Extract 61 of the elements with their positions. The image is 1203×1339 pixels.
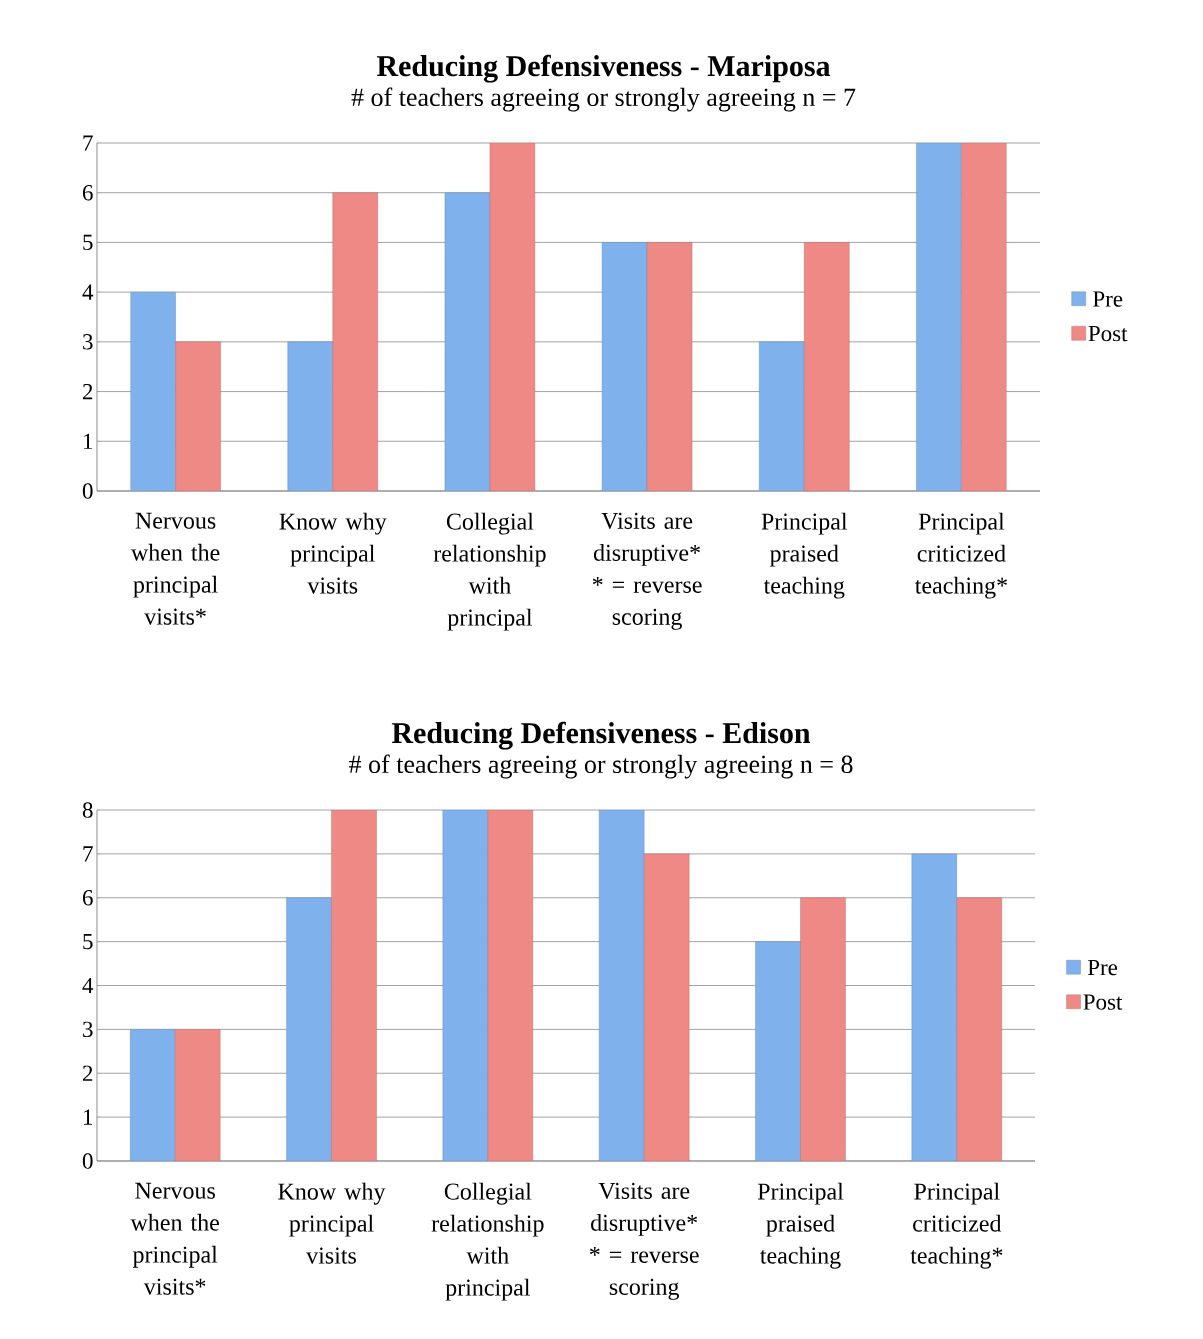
x-tick-label: Principal criticized teaching* [910,1182,1003,1269]
bar [129,1029,176,1161]
y-tick-label: 1 [83,433,93,449]
x-tick-label: Know why principal visits [279,512,387,594]
legend-label: Pre [1093,291,1123,307]
y-tick-label: 6 [82,890,93,906]
y-tick-label: 3 [83,334,93,350]
chart-subtitle: # of teachers agreeing or strongly agreeing n = 7 [351,87,856,112]
x-tick-label: Principal praised teaching [757,1182,844,1269]
x-tick-label: Nervous when the principal visits* [130,512,220,625]
x-tick-label: Collegial relationship with principal [433,512,546,631]
bar [755,941,801,1161]
bar [911,853,958,1161]
bar [130,291,176,491]
y-tick-label: 3 [83,1021,93,1038]
legend-label: Post [1083,994,1123,1010]
y-tick-label: 4 [82,977,94,994]
chart-title: Reducing Defensiveness - Edison [391,721,811,750]
bar [598,810,645,1161]
bar [286,897,332,1161]
chart-subtitle: # of teachers agreeing or strongly agreeing n = 8 [349,754,853,779]
bar [287,341,333,491]
y-tick-label: 2 [82,383,93,400]
x-tick-label: Know why principal visits [278,1182,386,1264]
bar [489,143,536,491]
x-tick-label: Visits are disruptive* * = reverse scoring [589,1182,699,1300]
bar [442,810,489,1161]
x-tick-label: Principal criticized teaching* [915,512,1007,599]
bar [174,1029,221,1161]
legend-label: Pre [1087,959,1118,976]
y-tick-label: 5 [83,933,93,950]
bar [759,341,805,491]
bar [331,810,377,1161]
y-tick-label: 8 [82,802,93,818]
y-tick-label: 5 [83,234,93,251]
bar [956,897,1003,1161]
bar [601,242,648,491]
legend-label: Post [1088,325,1128,342]
y-tick-label: 2 [82,1065,93,1081]
y-tick-label: 7 [83,135,93,151]
bar [646,242,693,491]
y-tick-label: 7 [83,846,93,862]
bar [175,341,221,491]
x-tick-label: Collegial relationship with principal [431,1182,544,1301]
y-tick-label: 1 [83,1109,93,1125]
y-tick-label: 0 [82,1153,93,1169]
bar [916,143,962,491]
bar [444,192,491,491]
bar [961,143,1007,491]
bar [800,897,846,1161]
y-tick-label: 4 [82,284,94,300]
x-tick-label: Nervous when the principal visits* [130,1182,219,1295]
bar [332,192,378,491]
y-tick-label: 0 [82,483,93,499]
x-tick-label: Visits are disruptive* * = reverse scoring [592,512,702,630]
bar [487,810,534,1161]
y-tick-label: 6 [82,184,93,201]
chart-title: Reducing Defensiveness - Mariposa [376,54,831,83]
bar [643,853,690,1161]
x-tick-label: Principal praised teaching [761,512,848,599]
bar [804,242,850,491]
